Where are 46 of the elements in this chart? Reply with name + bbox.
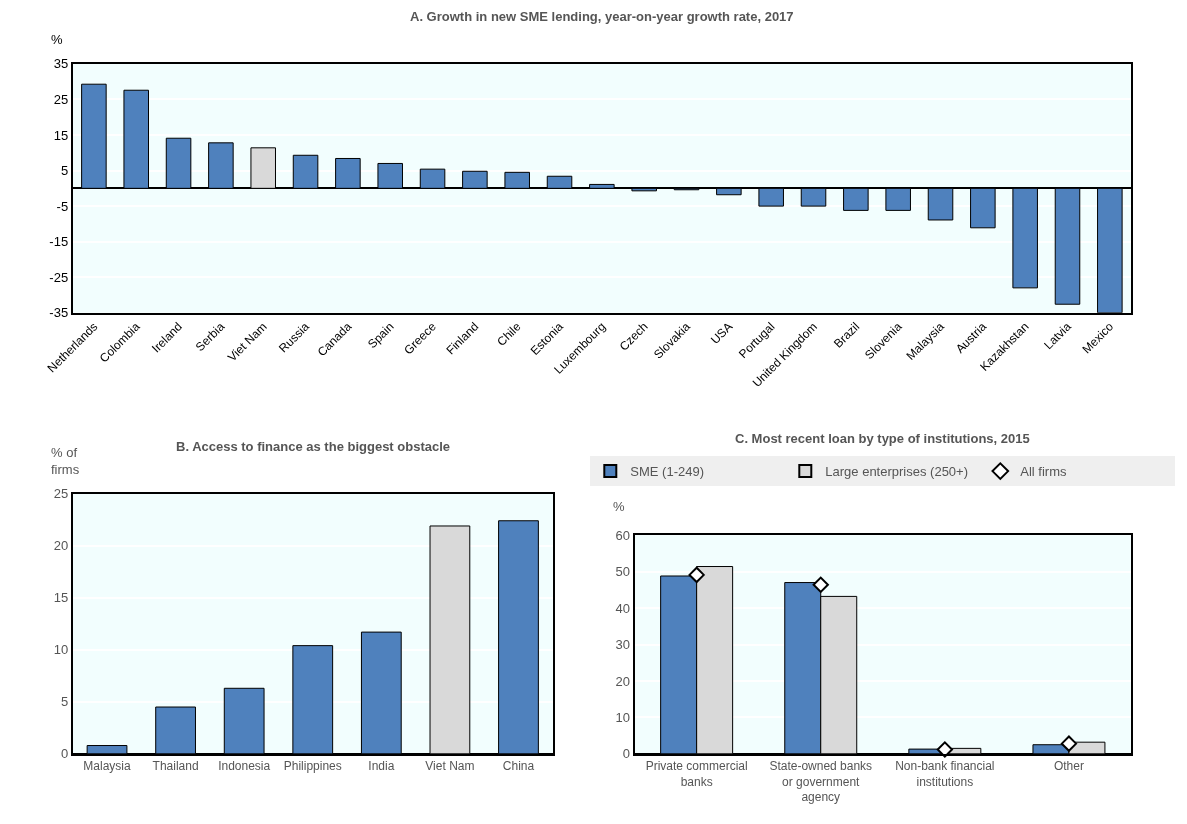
legend-label: All firms — [1020, 464, 1068, 480]
y-tick-label: 10 — [615, 709, 630, 725]
point — [688, 566, 705, 584]
y-tick-label: 20 — [615, 673, 630, 689]
point — [936, 741, 953, 758]
y-tick-label: 15 — [53, 590, 69, 606]
y-tick-label: -35 — [49, 305, 69, 321]
y-axis-title: % — [51, 32, 63, 47]
y-tick-label: 25 — [53, 486, 69, 502]
x-tick-label: India — [368, 759, 395, 774]
y-tick-label: 0 — [60, 746, 69, 762]
y-tick-label: 15 — [53, 127, 69, 143]
x-tick-label: USA — [707, 319, 736, 347]
y-tick-label: 5 — [60, 163, 69, 179]
x-tick-label: Philippines — [283, 759, 342, 774]
y-tick-label: 30 — [615, 637, 630, 653]
y-tick-label: 35 — [53, 56, 69, 72]
legend-label: SME (1-249) — [630, 464, 704, 480]
y-tick-label: 20 — [53, 538, 69, 554]
chart-title: C. Most recent loan by type of institutions, 2015 — [735, 431, 1030, 446]
y-tick-label: 10 — [53, 642, 69, 658]
x-tick-label: Non-bank financial institutions — [895, 759, 995, 789]
point — [1060, 735, 1078, 752]
y-tick-label: 40 — [615, 600, 630, 616]
x-tick-label: Other — [1053, 759, 1084, 774]
x-tick-label: China — [502, 759, 535, 774]
legend-label: Large enterprises (250+) — [825, 464, 969, 480]
y-axis-title: % — [613, 499, 625, 514]
x-tick-label: Indonesia — [218, 759, 271, 774]
x-tick-label: Viet Nam — [425, 759, 475, 774]
y-tick-label: 25 — [53, 92, 69, 108]
y-tick-label: 5 — [60, 694, 69, 710]
y-tick-label: 60 — [615, 527, 630, 543]
chart-title: A. Growth in new SME lending, year-on-year growth rate, 2017 — [410, 9, 794, 24]
y-axis-title: % of firms — [51, 445, 80, 477]
y-tick-label: -5 — [56, 198, 69, 214]
x-tick-label: State-owned banks or government agency — [769, 759, 873, 805]
point — [812, 576, 829, 593]
y-tick-label: 50 — [615, 564, 630, 580]
x-tick-label: Private commercial banks — [645, 759, 748, 789]
y-tick-label: -25 — [49, 269, 69, 285]
x-tick-label: Thailand — [152, 759, 199, 774]
x-tick-label: Malaysia — [83, 759, 132, 774]
y-tick-label: 0 — [622, 746, 630, 762]
y-tick-label: -15 — [49, 234, 69, 250]
chart-title: B. Access to finance as the biggest obstacle — [176, 439, 451, 454]
